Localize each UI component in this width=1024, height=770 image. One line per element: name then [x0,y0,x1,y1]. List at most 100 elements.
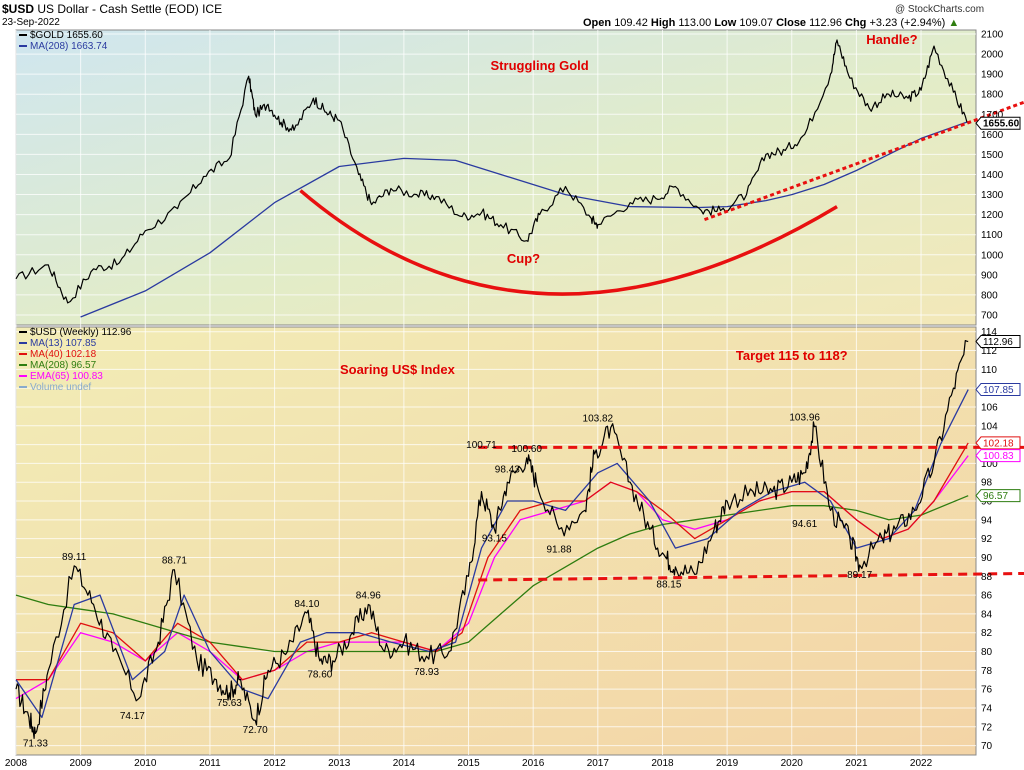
gold-y-tick-label: 1500 [981,150,1004,161]
usd-legend-entry: EMA(65) 100.83 [30,371,103,382]
usd-y-tick-label: 106 [981,402,998,413]
gold-legend-entry: $GOLD 1655.60 [30,30,103,41]
gold-series--gold [15,39,969,304]
usd-annotation: Soaring US$ Index [340,362,456,377]
up-arrow-icon: ▲ [948,17,960,29]
usd-peak-label: 78.60 [307,670,332,681]
usd-y-tick-label: 90 [981,553,993,564]
usd-y-tick-label: 98 [981,478,993,489]
gold-annotation: Struggling Gold [491,58,589,73]
handle-trendline [703,100,1024,222]
gold-price-tag: 1655.60 [975,116,1021,130]
usd-y-tick-label: 74 [981,703,993,714]
gold-y-tick-label: 1200 [981,210,1004,221]
high-label: High [650,17,676,29]
x-tick-label: 2008 [5,758,28,769]
usd-y-tick-label: 78 [981,666,993,677]
open-value: 109.42 [614,17,648,29]
gold-annotation: Handle? [866,32,917,47]
usd-peak-label: 103.82 [583,414,614,425]
usd-y-tick-label: 84 [981,609,993,620]
chg-value: +3.23 (+2.94%) [869,17,946,29]
x-tick-label: 2017 [587,758,610,769]
gold-y-tick-label: 1300 [981,190,1004,201]
gold-y-tick-label: 2000 [981,50,1004,61]
usd-y-tick-label: 114 [981,327,997,338]
open-label: Open [583,17,612,29]
usd-y-tick-label: 76 [981,685,993,696]
low-value: 109.07 [739,17,774,29]
watermark: @ StockCharts.com [895,4,985,15]
high-value: 113.00 [678,17,712,29]
gold-y-tick-label: 1600 [981,130,1004,141]
usd-y-tick-label: 92 [981,534,993,545]
x-tick-label: 2022 [910,758,933,769]
usd-y-tick-label: 94 [981,515,993,526]
gold-y-tick-label: 1100 [981,230,1003,241]
usd-price-tag-text: 112.96 [983,337,1013,348]
x-tick-label: 2019 [716,758,739,769]
chart-header-title: $USD US Dollar - Cash Settle (EOD) ICE [2,2,222,16]
usd-price-tag: 100.83 [975,449,1021,462]
usd-peak-label: 84.96 [356,590,381,601]
usd-price-tag-box [975,383,1021,397]
x-tick-label: 2011 [199,758,221,769]
x-tick-label: 2010 [134,758,157,769]
usd-peak-label: 84.10 [294,599,319,610]
usd-legend-entry: $USD (Weekly) 112.96 [30,327,132,338]
usd-y-tick-label: 72 [981,722,993,733]
usd-legend-entry: MA(13) 107.85 [30,338,97,349]
gold-y-tick-label: 1800 [981,90,1004,101]
ohlc-readout: Open 109.42 High 113.00 Low 109.07 Close… [583,17,959,29]
usd-panel-bg [15,326,977,756]
x-tick-label: 2012 [263,758,286,769]
usd-y-tick-label: 88 [981,572,993,583]
gold-y-tick-label: 900 [981,270,998,281]
cup-arc [299,189,838,296]
usd-y-tick-label: 82 [981,628,993,639]
usd-peak-label: 98.43 [495,464,520,475]
x-tick-label: 2014 [393,758,416,769]
usd-peak-label: 78.93 [414,667,439,678]
usd-price-tag-box [975,334,1021,348]
usd-price-tag-box [975,489,1021,503]
usd-y-tick-label: 70 [981,741,993,752]
usd-peak-label: 103.96 [789,413,820,424]
exchange: ICE [202,2,223,16]
usd-legend-entry: MA(208) 96.57 [30,360,97,371]
x-tick-label: 2018 [651,758,674,769]
usd-peak-label: 100.60 [511,444,542,455]
usd-peak-label: 94.61 [792,519,817,530]
usd-peak-label: 75.63 [217,698,242,709]
usd-peak-label: 88.15 [656,579,681,590]
usd-price-tag-box [975,436,1021,450]
usd-price-tag-text: 100.83 [983,451,1014,462]
x-tick-label: 2016 [522,758,545,769]
gold-y-tick-label: 1000 [981,250,1004,261]
usd-series-ma-40- [16,442,969,681]
usd-price-tag: 96.57 [975,489,1021,503]
usd-peak-label: 88.71 [162,556,187,567]
gold-legend-entry: MA(208) 1663.74 [30,41,108,52]
x-tick-label: 2015 [457,758,480,769]
close-label: Close [776,17,807,29]
chart-date: 23-Sep-2022 [2,17,60,28]
usd-peak-label: 89.17 [847,570,872,581]
gold-y-tick-label: 2100 [981,30,1004,41]
usd-price-tag-text: 96.57 [983,491,1008,502]
usd-price-tag: 112.96 [975,334,1021,348]
gold-y-tick-label: 1400 [981,170,1004,181]
usd-peak-label: 100.71 [466,440,497,451]
usd-y-tick-label: 80 [981,647,993,658]
usd-y-tick-label: 112 [981,346,997,357]
usd-peak-label: 89.11 [62,552,87,563]
usd-y-tick-label: 104 [981,421,998,432]
gold-series-ma-208- [80,120,969,318]
low-label: Low [714,17,737,29]
x-tick-label: 2013 [328,758,351,769]
gold-y-tick-label: 1700 [981,110,1004,121]
instrument-name: US Dollar - Cash Settle (EOD) [37,2,199,16]
usd-peak-label: 72.70 [243,725,268,736]
close-value: 112.96 [809,17,842,29]
